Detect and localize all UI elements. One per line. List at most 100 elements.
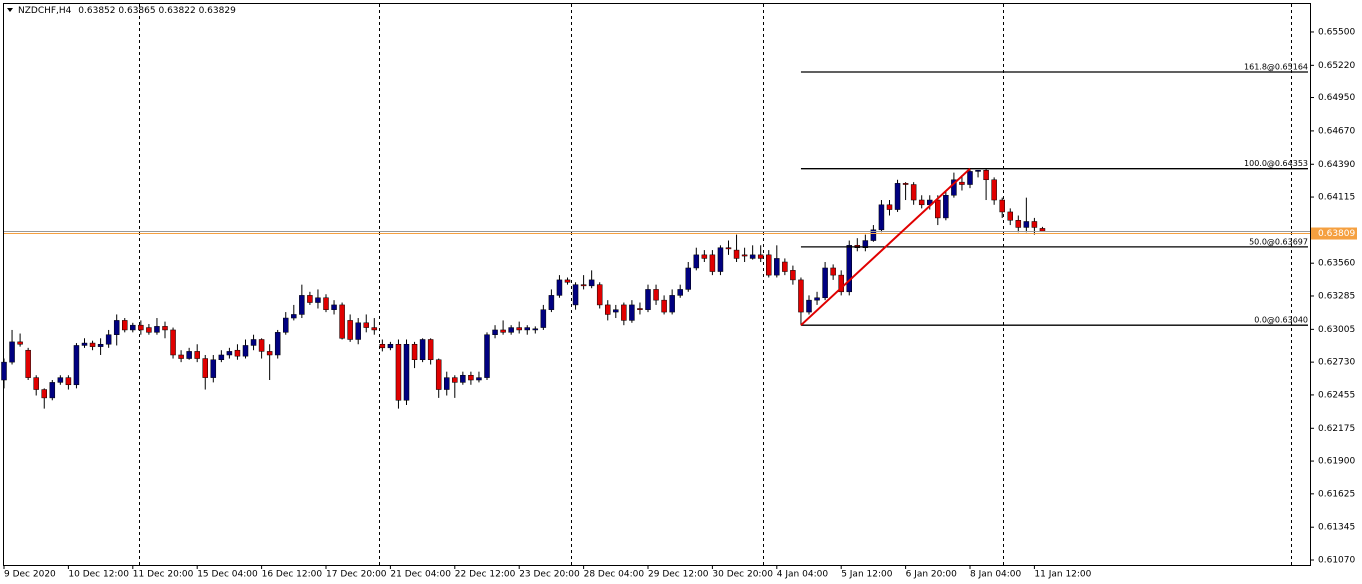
candle-body [782,261,788,272]
candle-body [540,309,547,328]
candle-body [299,295,305,315]
y-tick-label: 0.62455 [1318,390,1355,400]
candle-body [757,254,764,259]
candle-body [154,326,160,333]
candle-body [822,267,828,299]
symbol: NZDCHF,H4 [18,6,72,16]
candle-body [870,229,877,241]
candle-body [1023,221,1030,228]
candle-body [170,329,176,356]
x-tick-label: 17 Dec 20:00 [326,570,387,580]
candle-body [701,254,708,259]
candle-body [274,332,281,356]
candle-body [194,351,200,359]
candle-body [387,344,394,349]
candle-body [218,354,225,360]
low: 0.63822 [158,6,195,16]
candle-body [484,334,490,378]
x-tick-label: 29 Dec 12:00 [648,570,709,580]
candle-body [250,339,257,346]
fib-label: 161.8@0.65164 [1244,63,1308,72]
candle-body [959,181,965,185]
x-tick-label: 9 Dec 2020 [4,570,56,580]
candle-body [943,195,949,219]
candle-body [709,254,716,272]
x-tick-label: 5 Jan 12:00 [841,570,893,580]
candle-body [371,327,378,331]
candle-body [17,341,23,345]
candle-body [202,358,208,378]
y-tick-label: 0.61625 [1318,489,1355,499]
candle-body [1,361,7,381]
candle-body [967,171,973,185]
menu-arrow[interactable] [7,8,13,12]
candle-body [500,329,506,333]
y-tick-label: 0.64670 [1318,126,1355,136]
y-tick-label: 0.64950 [1318,93,1355,103]
candle-body [991,179,997,201]
candle-body [65,377,72,386]
candle-body [283,317,289,333]
candle-body [452,377,458,383]
x-tick-label: 4 Jan 04:00 [777,570,829,580]
candle-body [556,279,563,296]
fib-label: 100.0@0.64353 [1244,159,1308,168]
high: 0.63865 [118,6,155,16]
candle-body [838,274,844,293]
candle-body [1007,211,1013,221]
candle-body [186,351,192,359]
candle-body [685,267,691,290]
candle-body [234,349,241,357]
candle-body [766,254,772,276]
fib-label: 50.0@0.63697 [1249,237,1308,246]
candle-body [73,345,80,386]
candle-body [588,279,595,287]
y-tick-label: 0.65220 [1318,61,1355,71]
candle-body [122,320,128,331]
candle-body [97,344,104,347]
candle-body [717,247,724,272]
candle-body [508,327,514,333]
candle-body [637,308,643,310]
candle-body [460,374,466,383]
candle-body [902,183,909,185]
candle-body [146,327,152,333]
candle-body [476,377,482,381]
candle-body [605,304,611,315]
candle-body [669,295,675,313]
candle-body [9,341,15,363]
candle-body [999,199,1005,213]
candle-body [645,289,651,310]
x-tick-label: 21 Dec 04:00 [390,570,451,580]
candle-body [846,245,852,293]
candle-body [266,351,273,356]
candle-body [1031,221,1038,228]
candle-body [596,284,603,306]
x-tick-label: 6 Jan 20:00 [906,570,958,580]
candle-body [741,254,748,257]
plot-frame [3,3,1311,566]
candle-body [41,389,47,399]
candle-body [524,327,530,331]
candle-body [178,354,184,359]
candle-body [693,254,700,269]
x-tick-label: 30 Dec 20:00 [712,570,773,580]
candle-body [315,297,321,303]
candle-body [81,342,88,346]
y-tick-label: 0.63285 [1318,291,1355,301]
candle-body [323,297,329,310]
candle-body [572,284,579,306]
y-tick-label: 0.61900 [1318,457,1355,467]
candle-body [798,279,804,313]
x-tick-label: 8 Jan 04:00 [970,570,1022,580]
x-tick-label: 28 Dec 04:00 [584,570,645,580]
candle-body [379,344,386,349]
candle-body [830,267,836,276]
candle-body [749,254,756,259]
candle-body [1015,220,1022,228]
candle-body [162,326,168,331]
candle-body [910,184,917,201]
y-tick-label: 0.62175 [1318,424,1355,434]
candle-body [878,204,885,231]
candle-body [516,327,522,331]
